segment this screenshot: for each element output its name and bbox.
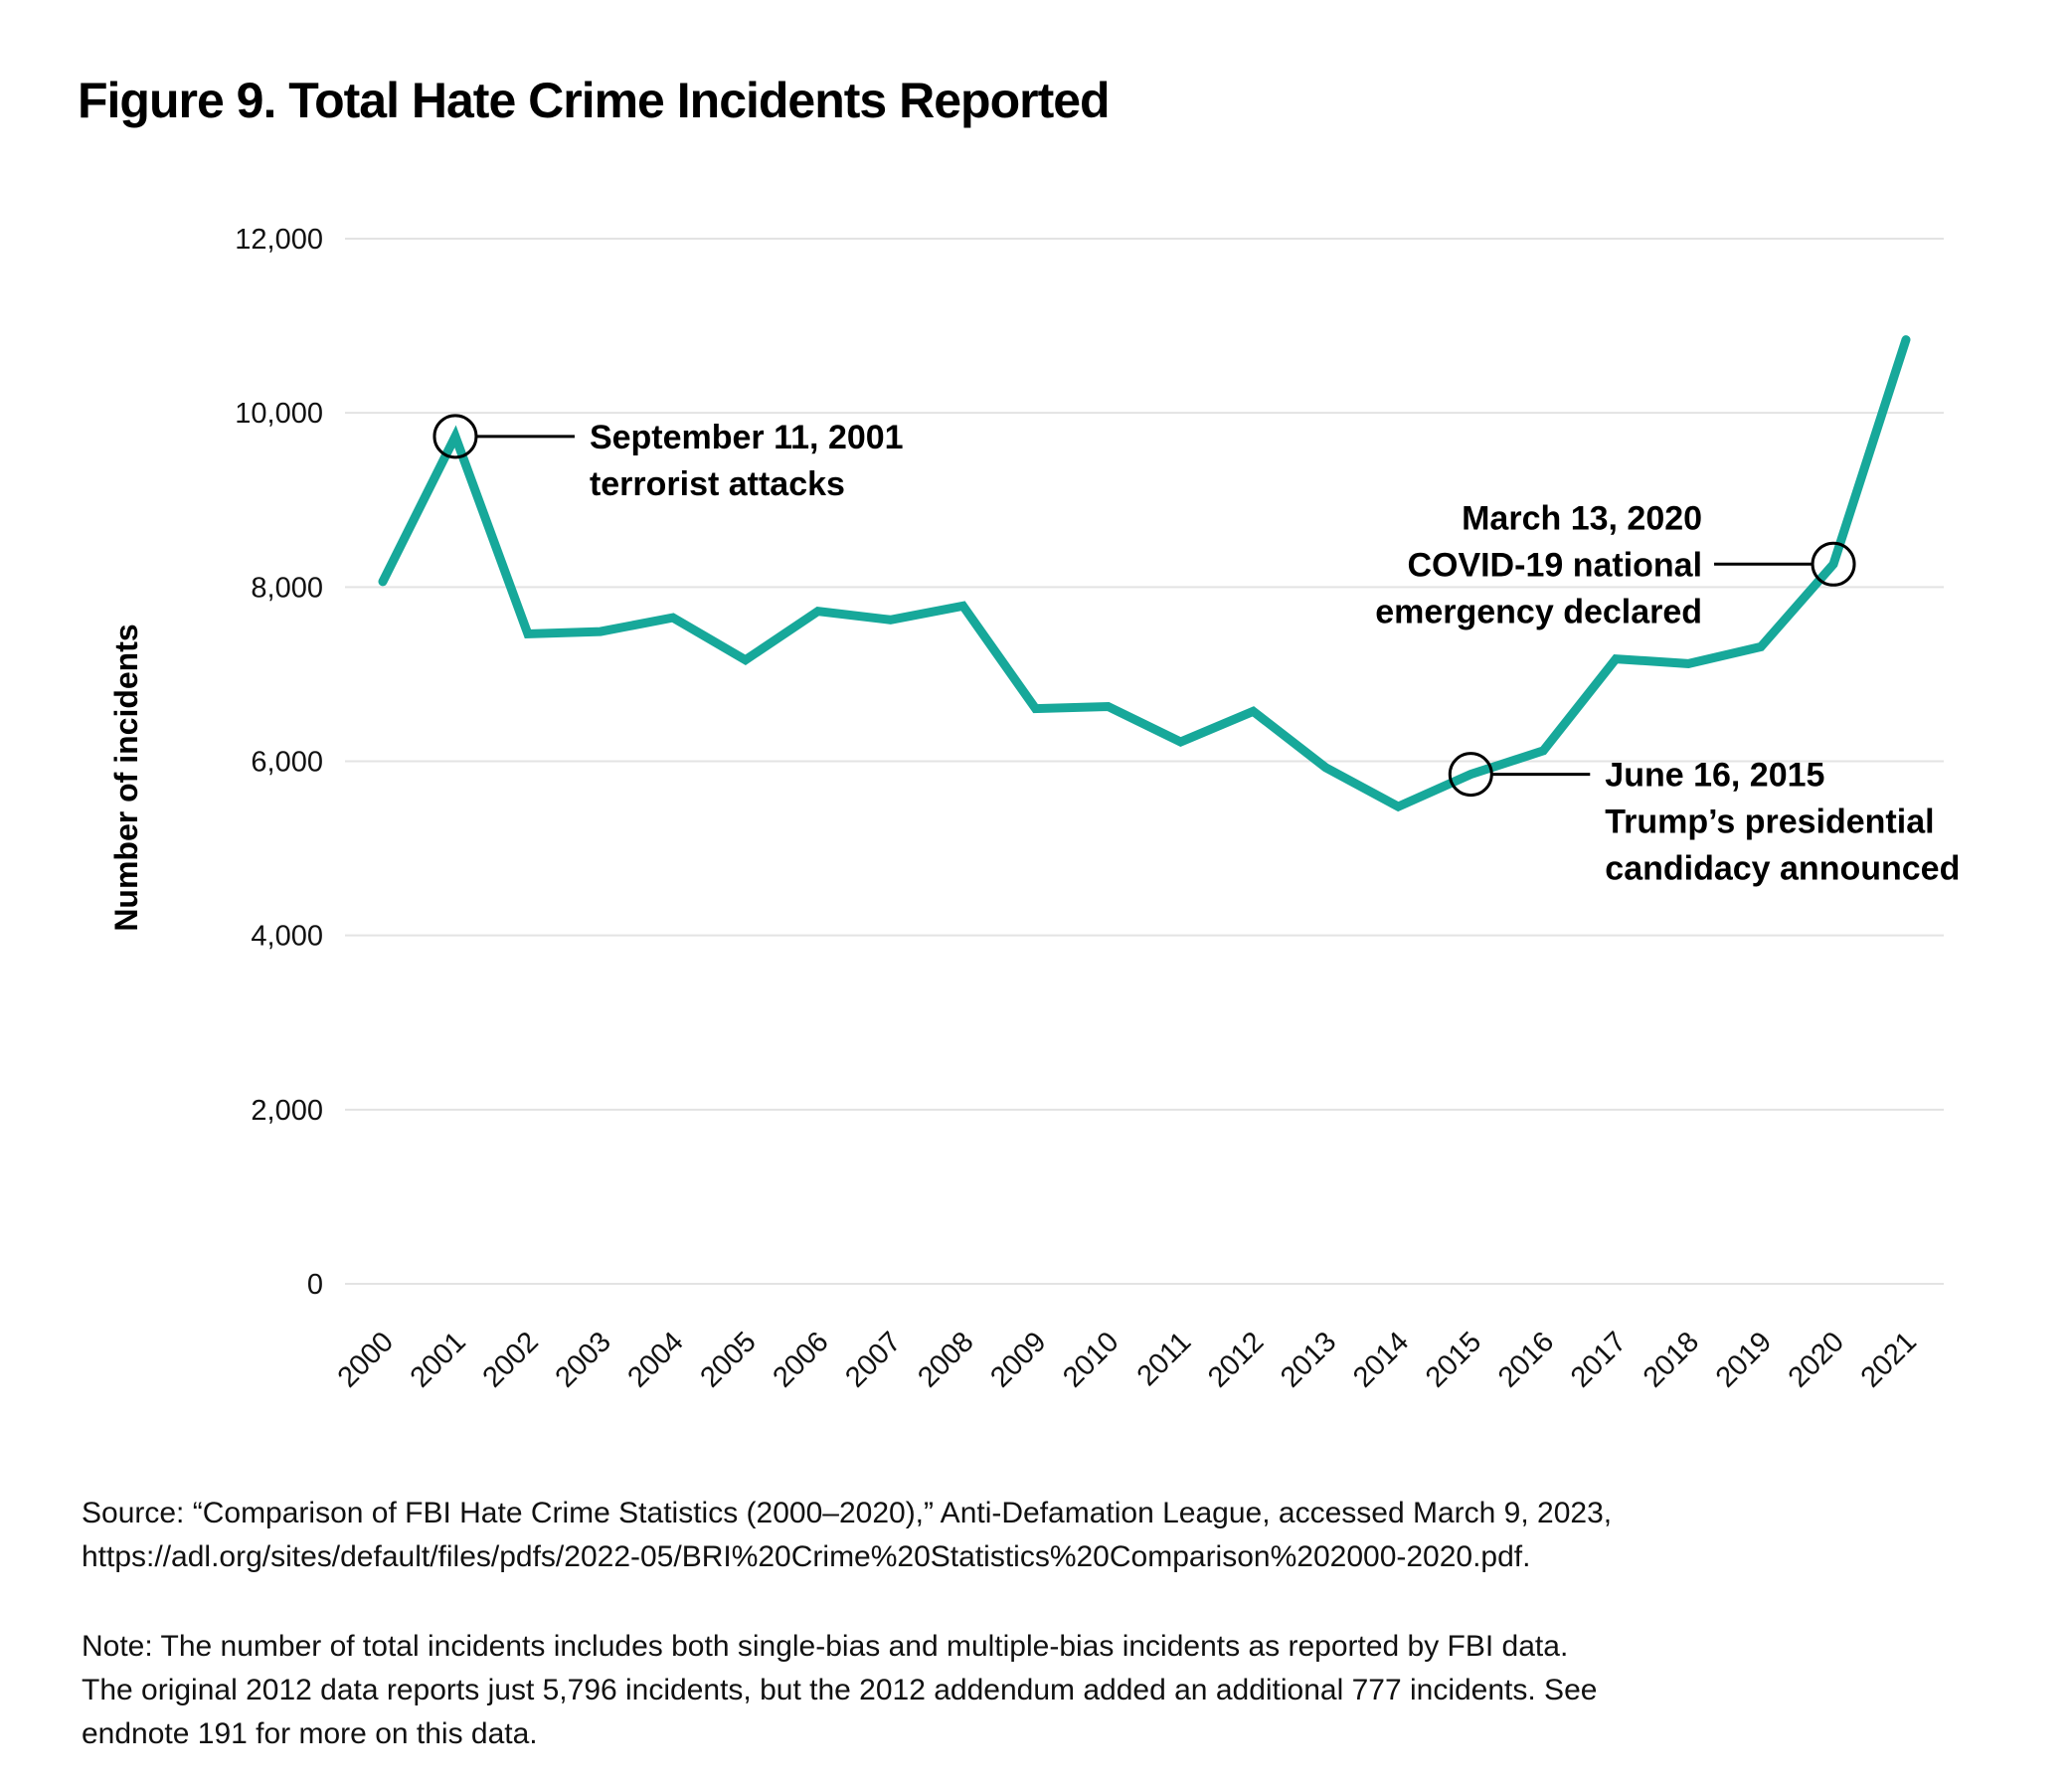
annotation: June 16, 2015 Trump’s presidential candida… bbox=[1448, 752, 1960, 888]
annotation: September 11, 2001 terrorist attacks bbox=[432, 414, 904, 503]
data-point bbox=[1832, 563, 1835, 566]
annotation-text: COVID-19 national bbox=[1407, 546, 1702, 584]
x-tick-label: 2019 bbox=[1710, 1326, 1778, 1393]
data-point bbox=[1760, 645, 1763, 648]
x-tick-label: 2014 bbox=[1347, 1326, 1415, 1393]
source-note: Source: “Comparison of FBI Hate Crime St… bbox=[82, 1492, 2020, 1579]
y-tick-label: 0 bbox=[307, 1269, 323, 1301]
x-tick-label: 2018 bbox=[1638, 1326, 1705, 1393]
data-point bbox=[744, 658, 747, 661]
y-tick-label: 10,000 bbox=[235, 398, 323, 430]
data-point bbox=[1107, 705, 1110, 708]
x-tick-label: 2003 bbox=[550, 1326, 617, 1393]
y-tick-label: 2,000 bbox=[251, 1095, 323, 1127]
annotation-text: Trump’s presidential bbox=[1605, 804, 1934, 841]
data-point bbox=[382, 580, 384, 583]
x-tick-label: 2005 bbox=[694, 1326, 762, 1393]
series-line bbox=[378, 335, 1911, 812]
note-line-2: The original 2012 data reports just 5,79… bbox=[82, 1674, 1598, 1706]
x-axis-ticks: 2000 2001 2002 2003 2004 2005 2006 2007 2008 2009… bbox=[332, 1326, 1923, 1393]
data-point bbox=[1542, 749, 1545, 752]
annotations: September 11, 2001 terrorist attacks June … bbox=[432, 414, 1960, 888]
y-tick-label: 8,000 bbox=[251, 572, 323, 604]
annotation-text: June 16, 2015 bbox=[1605, 757, 1824, 795]
x-tick-label: 2004 bbox=[622, 1326, 690, 1393]
data-point bbox=[889, 619, 892, 622]
data-point bbox=[1687, 662, 1690, 665]
data-point bbox=[1469, 773, 1472, 776]
annotation: March 13, 2020 COVID-19 national emergency… bbox=[1375, 499, 1856, 630]
annotation-text: emergency declared bbox=[1375, 593, 1702, 630]
x-tick-label: 2016 bbox=[1492, 1326, 1560, 1393]
note-line-1: Note: The number of total incidents incl… bbox=[82, 1630, 1569, 1663]
data-point bbox=[453, 435, 456, 438]
y-tick-label: 4,000 bbox=[251, 921, 323, 953]
y-axis-label: Number of incidents bbox=[108, 624, 144, 931]
annotation-text: terrorist attacks bbox=[590, 465, 845, 503]
x-tick-label: 2000 bbox=[332, 1326, 400, 1393]
x-tick-label: 2020 bbox=[1783, 1326, 1850, 1393]
x-tick-label: 2015 bbox=[1420, 1326, 1487, 1393]
note-line-3: endnote 191 for more on this data. bbox=[82, 1717, 538, 1750]
data-point bbox=[1397, 806, 1400, 808]
source-line-1: Source: “Comparison of FBI Hate Crime St… bbox=[82, 1497, 1613, 1529]
annotation-text: candidacy announced bbox=[1605, 850, 1960, 888]
data-point bbox=[816, 610, 819, 613]
data-point bbox=[1905, 338, 1907, 341]
y-axis-ticks: 0 2,000 4,000 6,000 8,000 10,000 12,000 bbox=[235, 224, 323, 1301]
x-tick-label: 2011 bbox=[1131, 1326, 1198, 1392]
x-tick-label: 2002 bbox=[477, 1326, 545, 1393]
gridlines bbox=[345, 238, 1944, 1285]
data-point bbox=[526, 632, 529, 635]
annotation-text: March 13, 2020 bbox=[1462, 499, 1702, 537]
data-point bbox=[671, 617, 674, 620]
note: Note: The number of total incidents incl… bbox=[82, 1625, 2020, 1756]
data-point bbox=[599, 630, 602, 633]
data-point bbox=[1252, 710, 1255, 713]
x-tick-label: 2009 bbox=[984, 1326, 1052, 1393]
x-tick-label: 2006 bbox=[767, 1326, 834, 1393]
x-tick-label: 2021 bbox=[1855, 1326, 1923, 1393]
data-point bbox=[1179, 741, 1182, 744]
data-point bbox=[1615, 657, 1618, 660]
source-line-2: https://adl.org/sites/default/files/pdfs… bbox=[82, 1540, 1531, 1573]
x-tick-label: 2008 bbox=[912, 1326, 979, 1393]
data-point bbox=[1034, 707, 1037, 710]
x-tick-label: 2001 bbox=[405, 1326, 472, 1393]
y-tick-label: 12,000 bbox=[235, 224, 323, 256]
data-point bbox=[961, 605, 964, 608]
chart-title: Figure 9. Total Hate Crime Incidents Rep… bbox=[78, 73, 1111, 128]
x-tick-label: 2007 bbox=[839, 1326, 907, 1393]
data-point bbox=[1324, 766, 1327, 769]
x-tick-label: 2012 bbox=[1202, 1326, 1270, 1393]
data-line bbox=[378, 335, 1911, 812]
x-tick-label: 2010 bbox=[1057, 1326, 1124, 1393]
annotation-text: September 11, 2001 bbox=[590, 419, 904, 456]
y-tick-label: 6,000 bbox=[251, 747, 323, 779]
x-tick-label: 2017 bbox=[1565, 1326, 1633, 1393]
x-tick-label: 2013 bbox=[1275, 1326, 1342, 1393]
